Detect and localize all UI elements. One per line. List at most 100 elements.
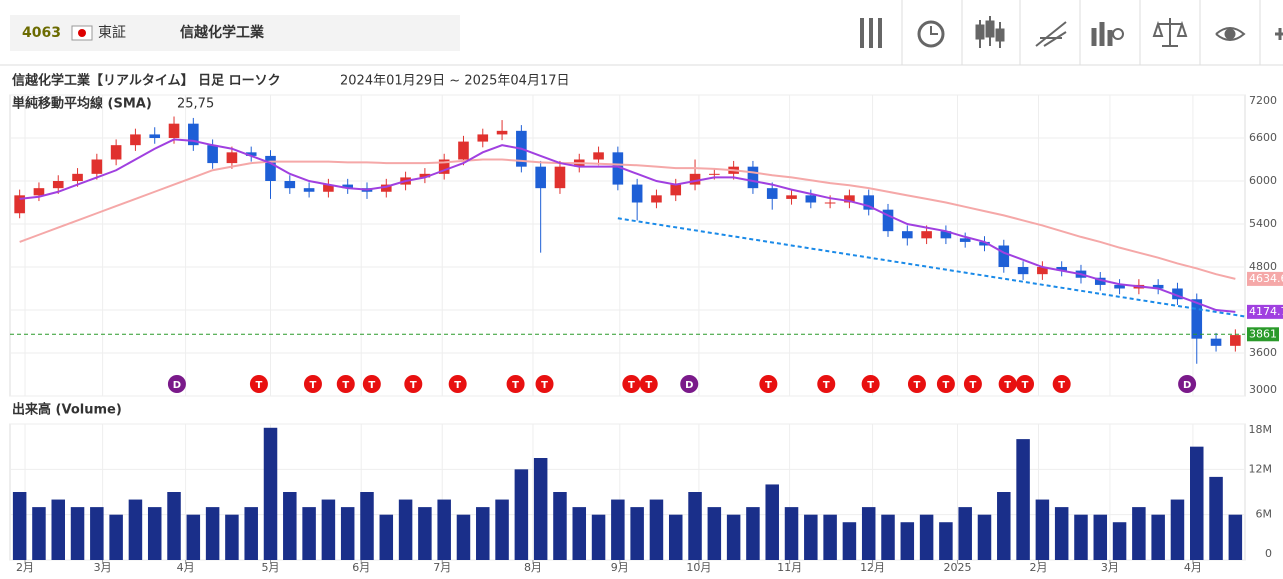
- volume-bar: [572, 507, 587, 560]
- volume-bar: [90, 507, 104, 560]
- candle-body: [747, 166, 759, 189]
- event-marker[interactable]: [998, 375, 1017, 393]
- y-tick-label: 6M: [1256, 508, 1273, 521]
- event-marker[interactable]: [167, 375, 186, 393]
- volume-bar: [225, 514, 239, 560]
- candle-body: [342, 184, 354, 189]
- current-price-box: [1247, 327, 1279, 342]
- event-label: T: [454, 380, 461, 391]
- candle-body: [303, 188, 315, 192]
- candle-body: [959, 238, 971, 242]
- candle-body: [33, 188, 45, 196]
- volume-bar: [167, 492, 181, 560]
- volume-bar: [1190, 446, 1204, 560]
- candle-body: [188, 123, 199, 146]
- candle-body: [226, 152, 238, 164]
- volume-bar: [109, 514, 123, 560]
- event-marker[interactable]: [303, 375, 322, 393]
- trendline: [617, 217, 1246, 318]
- volume-bar: [726, 514, 741, 560]
- event-label: T: [1058, 380, 1065, 391]
- event-marker[interactable]: [680, 375, 699, 393]
- candle-body: [805, 195, 817, 203]
- event-marker[interactable]: [639, 375, 658, 393]
- volume-bar: [784, 507, 799, 560]
- y-tick-label: 5400: [1249, 217, 1277, 230]
- candle-body: [1037, 267, 1048, 275]
- candle-body: [1210, 338, 1222, 346]
- x-tick-label: 7月: [433, 561, 451, 574]
- x-tick-label: 11月: [777, 561, 802, 574]
- volume-bar: [533, 458, 548, 560]
- volume-bar: [649, 499, 664, 560]
- event-marker[interactable]: [907, 375, 926, 393]
- chart-subtitle: 2024年01月29日 ~ 2025年04月17日: [340, 74, 570, 89]
- event-label: T: [342, 380, 349, 391]
- volume-bar: [32, 507, 46, 560]
- candle-body: [14, 195, 25, 214]
- x-tick-label: 9月: [611, 561, 629, 574]
- event-marker[interactable]: [963, 375, 982, 393]
- x-tick-label: 2025: [943, 561, 971, 574]
- candle-body: [1017, 267, 1029, 275]
- event-label: T: [914, 380, 921, 391]
- volume-bar: [881, 514, 895, 560]
- volume-bar: [147, 507, 162, 560]
- candle-body: [901, 231, 913, 239]
- event-marker[interactable]: [404, 375, 423, 393]
- event-label: T: [867, 380, 874, 391]
- candle-body: [940, 231, 952, 239]
- event-marker[interactable]: [535, 375, 554, 393]
- candle-body: [998, 245, 1010, 267]
- candle-body: [496, 130, 508, 135]
- event-marker[interactable]: [759, 375, 778, 393]
- candle-body: [612, 152, 624, 185]
- candle-body: [1152, 284, 1164, 289]
- event-marker[interactable]: [817, 375, 836, 393]
- volume-bar: [1209, 476, 1223, 560]
- event-marker[interactable]: [336, 375, 355, 393]
- flag-sun: [78, 29, 86, 37]
- event-marker[interactable]: [1052, 375, 1071, 393]
- volume-bar: [861, 507, 876, 560]
- event-marker[interactable]: [622, 375, 641, 393]
- candle-body: [844, 195, 855, 203]
- volume-bar: [804, 514, 818, 560]
- volume-bar: [340, 507, 355, 560]
- volume-bar: [1016, 439, 1030, 560]
- event-label: T: [645, 380, 652, 391]
- candle-body: [1172, 288, 1183, 300]
- event-marker[interactable]: [1178, 375, 1197, 393]
- event-marker[interactable]: [861, 375, 880, 393]
- event-marker[interactable]: [448, 375, 467, 393]
- y-tick-label: 3000: [1249, 383, 1277, 396]
- candle-body: [1094, 277, 1106, 285]
- candle-body: [477, 134, 489, 142]
- volume-bar: [456, 514, 471, 560]
- company-name: 信越化学工業: [180, 24, 265, 41]
- event-marker[interactable]: [249, 375, 268, 393]
- sma-line: [19, 138, 1236, 313]
- volume-bar: [997, 492, 1011, 560]
- volume-bar: [958, 507, 972, 560]
- candle-body: [1114, 284, 1125, 289]
- event-label: D: [173, 380, 181, 391]
- indicator-params: 25,75: [177, 97, 214, 112]
- market: 東証: [98, 25, 126, 41]
- x-tick-label: 6月: [352, 561, 370, 574]
- volume-bar: [495, 499, 509, 560]
- event-label: T: [512, 380, 519, 391]
- y-tick-label: 12M: [1249, 462, 1273, 475]
- event-marker[interactable]: [506, 375, 525, 393]
- candle-body: [110, 145, 122, 160]
- volume-bar: [919, 514, 934, 560]
- event-marker[interactable]: [936, 375, 955, 393]
- candle-body: [419, 173, 431, 178]
- candle-body: [149, 134, 161, 138]
- event-marker[interactable]: [1016, 375, 1035, 393]
- volume-bar: [1151, 514, 1165, 560]
- event-marker[interactable]: [362, 375, 381, 393]
- candle-body: [1056, 267, 1067, 271]
- candle-body: [631, 184, 643, 203]
